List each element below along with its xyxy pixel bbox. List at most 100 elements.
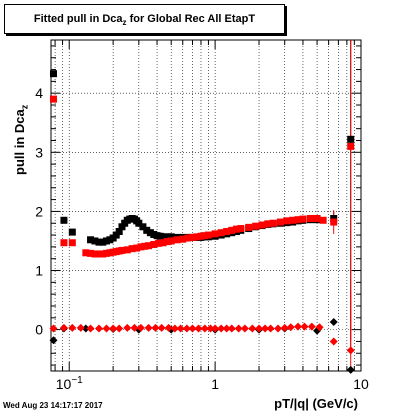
data-point-square <box>87 236 95 244</box>
plot-frame <box>50 39 362 372</box>
data-point-diamond <box>211 324 220 333</box>
data-point-square <box>167 237 175 245</box>
data-point-diamond <box>329 317 338 326</box>
data-point-square <box>167 233 175 241</box>
data-point-square <box>179 235 187 243</box>
data-point-diamond <box>240 324 249 333</box>
data-point-square <box>269 219 277 227</box>
data-point-square <box>95 250 103 258</box>
data-point-square <box>95 238 103 246</box>
data-point-diamond <box>182 324 191 333</box>
data-point-diamond <box>49 336 58 345</box>
data-point-diamond <box>109 324 118 333</box>
data-point-square <box>145 242 153 250</box>
data-point-diamond <box>266 324 275 333</box>
data-point-diamond <box>206 324 215 333</box>
data-point-square <box>204 231 212 239</box>
data-point-diamond <box>144 323 153 332</box>
data-point-square <box>245 223 253 231</box>
data-point-diamond <box>188 324 197 333</box>
chart-title-subscript: z <box>122 18 127 28</box>
data-point-square <box>159 239 167 247</box>
y-tick-label: 4 <box>35 85 43 101</box>
y-axis-label-subscript: z <box>19 104 30 110</box>
data-point-diamond <box>68 323 77 332</box>
data-point-square <box>347 142 355 150</box>
data-point-square <box>60 216 68 224</box>
data-point-square <box>155 239 163 247</box>
data-point-square <box>299 215 307 223</box>
data-point-diamond <box>95 324 104 333</box>
x-tick-label: 10 <box>353 376 369 392</box>
data-point-square <box>330 215 338 223</box>
data-point-diamond <box>261 324 270 333</box>
data-point-square <box>347 135 355 143</box>
data-point-square <box>223 228 231 236</box>
x-tick-label: 1 <box>211 376 219 392</box>
data-point-diamond <box>164 323 173 332</box>
data-point-square <box>91 250 99 258</box>
data-point-diamond <box>194 324 203 333</box>
data-point-diamond <box>81 324 90 333</box>
data-point-diamond <box>315 323 324 332</box>
data-point-square <box>99 238 107 246</box>
data-point-diamond <box>200 324 209 333</box>
chart-title-suffix: for Global Rec All EtapT <box>126 13 256 25</box>
data-point-square <box>252 222 260 230</box>
data-point-square <box>68 239 76 247</box>
data-point-diamond <box>248 324 257 333</box>
data-point-square <box>228 226 236 234</box>
data-point-diamond <box>49 324 58 333</box>
data-point-square <box>91 237 99 245</box>
data-point-diamond <box>151 323 160 332</box>
data-point-square <box>163 238 171 246</box>
data-point-diamond <box>255 324 264 333</box>
y-tick-label: 0 <box>35 322 43 338</box>
data-point-square <box>137 243 145 251</box>
data-point-square <box>211 230 219 238</box>
data-point-square <box>135 219 143 227</box>
y-axis-label-main: pull in Dca <box>12 109 27 175</box>
chart-title: Fitted pull in Dcaz for Global Rec All E… <box>5 13 284 27</box>
y-axis-label: pull in Dcaz <box>12 105 30 175</box>
data-point-diamond <box>115 324 124 333</box>
data-point-diamond <box>123 323 132 332</box>
data-point-square <box>197 232 205 240</box>
data-point-diamond <box>59 323 68 332</box>
data-point-square <box>82 249 90 257</box>
data-point-diamond <box>130 323 139 332</box>
y-tick-label: 2 <box>35 203 43 219</box>
data-point-diamond <box>76 323 85 332</box>
data-point-square <box>112 231 120 239</box>
data-point-diamond <box>86 324 95 333</box>
data-point-diamond <box>307 322 316 331</box>
data-point-diamond <box>286 323 295 332</box>
data-point-square <box>184 234 192 242</box>
data-point-diamond <box>102 324 111 333</box>
data-point-square <box>87 249 95 257</box>
data-point-square <box>133 244 141 252</box>
data-point-square <box>193 233 201 241</box>
x-axis-label: pT/|q| (GeV/c) <box>274 396 358 411</box>
data-point-square <box>294 216 302 224</box>
data-point-diamond <box>157 323 166 332</box>
data-point-square <box>118 246 126 254</box>
data-point-square <box>163 233 171 241</box>
timestamp: Wed Aug 23 14:17:17 2017 <box>3 401 103 410</box>
data-point-square <box>283 217 291 225</box>
data-point-diamond <box>222 324 231 333</box>
y-tick-label: 1 <box>35 263 43 279</box>
data-point-diamond <box>274 324 283 333</box>
data-point-square <box>276 218 284 226</box>
data-point-square <box>141 242 149 250</box>
data-point-square <box>128 245 136 253</box>
chart-title-box: Fitted pull in Dcaz for Global Rec All E… <box>4 4 285 34</box>
data-point-square <box>123 246 131 254</box>
data-point-diamond <box>329 337 338 346</box>
data-point-square <box>143 226 151 234</box>
data-point-square <box>49 70 57 78</box>
data-point-square <box>68 228 76 236</box>
data-point-square <box>306 215 314 223</box>
data-point-square <box>159 233 167 241</box>
